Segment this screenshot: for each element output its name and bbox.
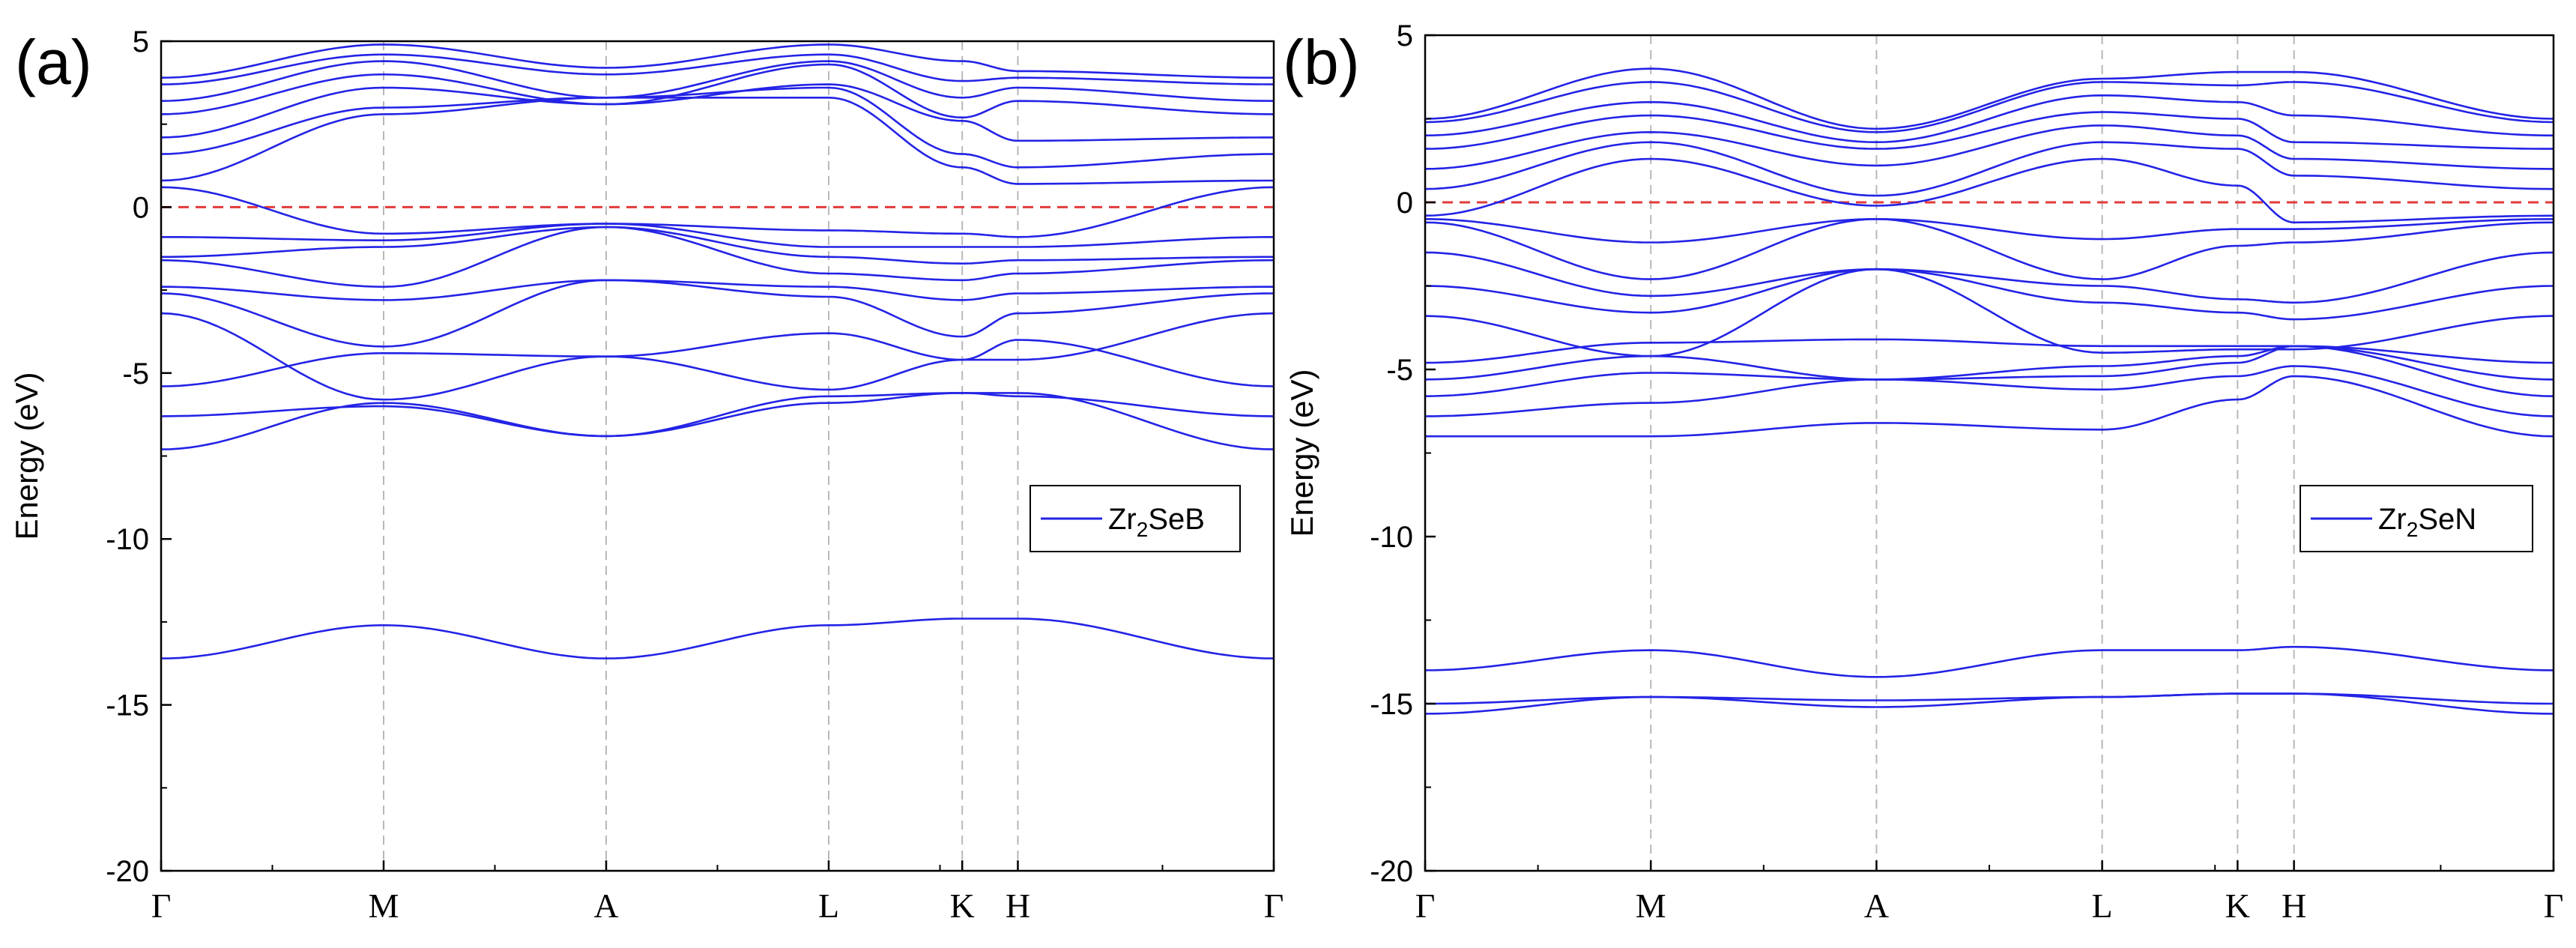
panel-b-band-b19 [1424, 81, 2554, 133]
panel-b-band-b11 [1424, 251, 2554, 304]
panel-a-y-tick-label: -20 [106, 855, 149, 888]
panel-a-letter: (a) [15, 27, 92, 97]
panel-a-band-b3 [160, 392, 1275, 438]
panel-a-band-b10 [161, 223, 1274, 248]
panel-b-band-b9 [1424, 268, 2554, 357]
panel-a-band-b7 [161, 279, 1274, 301]
panel-a-band-b18 [160, 43, 1274, 79]
panel-a-band-b16 [160, 60, 1275, 102]
panel-a-band-b11 [160, 186, 1275, 238]
panel-a-band-b15 [160, 63, 1275, 119]
panel-b-y-tick-label: -20 [1370, 855, 1413, 888]
panel-b-y-tick-label: -5 [1386, 354, 1413, 387]
panel-a-band-b6 [160, 279, 1275, 348]
panel-b-band-b6 [1424, 345, 2554, 397]
panel-b-y-tick-label: 0 [1397, 187, 1413, 220]
panel-b-band-b17 [1424, 111, 2554, 150]
panel-b-band-b3 [1424, 645, 2554, 678]
panel-b-band-b20 [1424, 67, 2554, 130]
panel-a-y-tick-label: 0 [133, 191, 149, 224]
panel-a-band-b5 [160, 312, 1275, 401]
panel-a-kpoint-label: Γ [1264, 887, 1284, 925]
panel-b-band-b2 [1425, 692, 2554, 705]
panel-b-y-axis-title: Energy (eV) [1284, 369, 1319, 537]
panel-b-band-b15 [1424, 141, 2554, 197]
panel-b-band-b16 [1424, 124, 2554, 170]
panel-b-band-b4 [1425, 375, 2554, 438]
panel-a-frame [160, 40, 1275, 872]
panel-a-band-b8 [160, 226, 1275, 288]
panel-a-band-b2 [160, 392, 1275, 450]
panel-a-kpoint-label: H [1006, 887, 1030, 925]
panel-b-y-tick-label: 5 [1397, 19, 1413, 52]
panel-a-kpoint-label: Γ [151, 887, 172, 925]
panel-b-kpoint-label: M [1636, 887, 1666, 925]
panel-b-band-b13 [1424, 218, 2554, 244]
panel-b-y-tick-label: -10 [1370, 521, 1413, 554]
panel-a-band-b9 [161, 226, 1274, 265]
panel-b-kpoint-label: A [1864, 887, 1889, 925]
panel-b-kpoint-label: Γ [2544, 887, 2564, 925]
panel-b-kpoint-label: H [2282, 887, 2306, 925]
panel-a-band-b12 [160, 97, 1274, 185]
panel-b-frame [1424, 34, 2555, 872]
panel-a-band-b1 [160, 618, 1275, 659]
panel-b-y-tick-label: -15 [1370, 688, 1413, 721]
panel-a-kpoint-label: L [818, 887, 839, 925]
panel-b-kpoint-label: Γ [1415, 887, 1436, 925]
panel-a-y-tick-label: -15 [106, 689, 149, 722]
panel-b-letter: (b) [1283, 27, 1360, 97]
panel-a-y-tick-label: -5 [122, 357, 149, 390]
panel-b-band-b8 [1424, 338, 2554, 364]
panel-a-band-b14 [160, 83, 1274, 142]
panel-b-band-b14 [1424, 157, 2554, 224]
panel-b-kpoint-label: L [2092, 887, 2113, 925]
panel-a-band-b17 [160, 53, 1275, 85]
panel-b-legend-label: Zr2SeN [2378, 503, 2476, 541]
panel-a-band-b13 [160, 86, 1274, 169]
panel-b-band-b5 [1425, 365, 2554, 417]
panel-b-band-b10 [1424, 268, 2554, 321]
panel-a-y-tick-label: -10 [106, 523, 149, 556]
panel-a-kpoint-label: A [593, 887, 618, 925]
panel-a-kpoint-label: K [950, 887, 975, 925]
panel-a-y-tick-label: 5 [133, 25, 149, 58]
panel-b-band-b18 [1424, 94, 2554, 143]
panel-a-band-b4 [160, 332, 1275, 387]
panel-b-kpoint-label: K [2225, 887, 2250, 925]
panel-a-legend-label: Zr2SeB [1108, 503, 1205, 541]
panel-b-band-b12 [1424, 218, 2554, 280]
panel-a-kpoint-label: M [369, 887, 399, 925]
panel-a-y-axis-title: Energy (eV) [9, 372, 44, 540]
